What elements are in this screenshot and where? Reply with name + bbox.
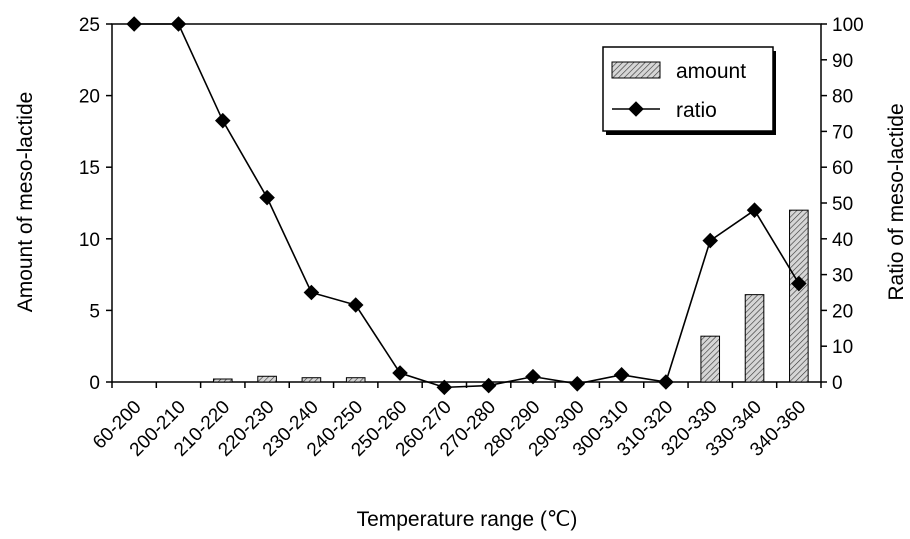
right-axis-ticks: 0 10 20 30 40 50 60 70 80 90 100	[821, 15, 864, 394]
left-tick-label: 20	[79, 87, 100, 108]
ratio-marker	[746, 202, 763, 218]
x-axis-ticks: 60-200200-210210-220220-230230-240240-25…	[89, 382, 822, 461]
left-tick-label: 5	[89, 301, 100, 322]
left-axis-label: Amount of meso-lactide	[14, 92, 37, 313]
left-tick-label: 15	[79, 158, 100, 179]
bar-amount	[789, 209, 809, 383]
ratio-marker	[613, 367, 630, 383]
legend: amount ratio	[602, 46, 776, 135]
x-axis-label: Temperature range (℃)	[357, 508, 578, 531]
ratio-marker	[658, 374, 674, 390]
right-tick-label: 60	[832, 158, 853, 179]
left-axis-ticks: 0 5 10 15 20 25	[79, 15, 112, 394]
ratio-marker	[215, 112, 231, 129]
right-tick-label: 50	[832, 194, 853, 215]
bar-amount	[744, 294, 765, 383]
legend-bar-swatch	[611, 61, 661, 79]
left-tick-label: 10	[79, 230, 100, 251]
right-axis-label: Ratio of meso-lactide	[885, 103, 908, 300]
bar-amount	[700, 335, 721, 383]
ratio-marker	[259, 189, 275, 206]
right-tick-label: 100	[832, 15, 864, 36]
right-tick-label: 20	[832, 301, 853, 322]
ratio-marker	[303, 284, 320, 301]
legend-label-ratio: ratio	[676, 99, 717, 122]
right-tick-label: 90	[832, 51, 853, 72]
ratio-marker	[170, 16, 187, 32]
ratio-marker	[347, 297, 364, 313]
right-tick-label: 70	[832, 122, 853, 143]
right-tick-label: 80	[832, 87, 853, 108]
ratio-marker	[702, 232, 718, 249]
right-tick-label: 10	[832, 337, 853, 358]
left-tick-label: 25	[79, 15, 100, 36]
legend-label-amount: amount	[676, 60, 746, 83]
right-tick-label: 40	[832, 230, 853, 251]
right-tick-label: 30	[832, 266, 853, 287]
bar-series-amount	[212, 209, 809, 383]
right-tick-label: 0	[832, 373, 843, 394]
legend-background	[602, 46, 774, 132]
bar-amount	[257, 375, 277, 383]
bar-amount	[345, 377, 366, 383]
bar-amount	[212, 378, 233, 383]
ratio-marker	[569, 376, 586, 392]
ratio-marker	[126, 16, 142, 32]
bar-amount	[301, 377, 322, 383]
ratio-marker	[392, 365, 408, 381]
ratio-marker	[480, 377, 497, 394]
left-tick-label: 0	[89, 373, 100, 394]
